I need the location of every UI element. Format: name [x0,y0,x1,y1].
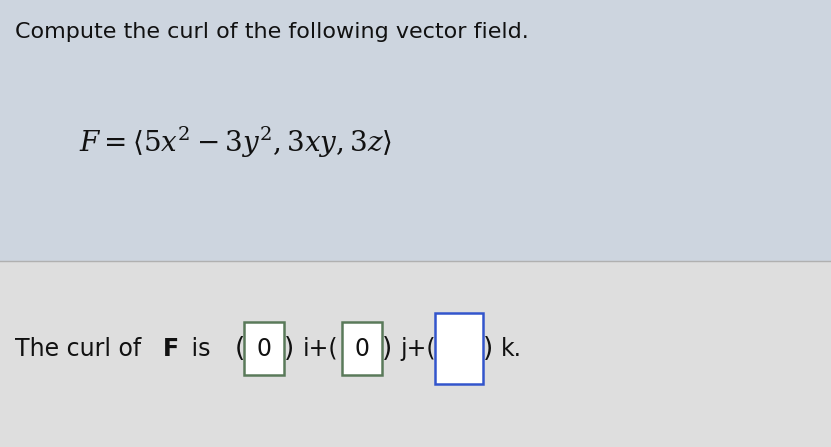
FancyBboxPatch shape [244,322,284,375]
Text: The curl of: The curl of [15,337,149,361]
Text: $\mathbf{F}$: $\mathbf{F}$ [162,337,178,361]
Text: k.: k. [501,337,522,361]
Text: i+(: i+( [302,337,338,361]
Text: 0: 0 [355,337,370,361]
FancyBboxPatch shape [435,313,483,384]
Text: (: ( [234,336,244,362]
Text: Compute the curl of the following vector field.: Compute the curl of the following vector… [15,22,529,42]
Text: 0: 0 [257,337,272,361]
Text: ): ) [483,336,493,362]
Text: ): ) [284,336,294,362]
Text: is: is [184,337,219,361]
FancyBboxPatch shape [342,322,382,375]
Bar [0,261,831,447]
Text: ): ) [382,336,392,362]
Text: j+(: j+( [401,337,436,361]
Bar [0,0,831,261]
Text: $F = \langle 5x^2 - 3y^2, 3xy, 3z\rangle$: $F = \langle 5x^2 - 3y^2, 3xy, 3z\rangle… [79,125,392,160]
